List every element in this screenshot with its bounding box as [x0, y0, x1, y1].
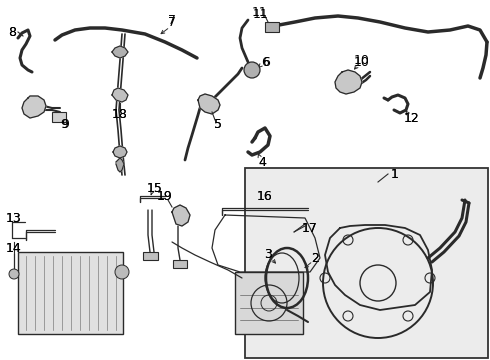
- Polygon shape: [198, 94, 220, 114]
- Text: 13: 13: [6, 211, 22, 225]
- Text: 17: 17: [302, 221, 318, 234]
- Polygon shape: [172, 205, 190, 226]
- Bar: [265, 22, 279, 32]
- Text: 11: 11: [252, 6, 268, 19]
- Circle shape: [244, 62, 260, 78]
- Polygon shape: [113, 146, 127, 158]
- Text: 4: 4: [258, 156, 266, 168]
- Text: 1: 1: [391, 167, 399, 180]
- Polygon shape: [116, 158, 124, 172]
- Polygon shape: [335, 70, 362, 94]
- Text: 10: 10: [354, 54, 370, 68]
- Bar: [18, 252, 123, 334]
- Text: 4: 4: [258, 156, 266, 168]
- Polygon shape: [22, 96, 46, 118]
- Text: 6: 6: [261, 55, 269, 68]
- Text: 9: 9: [61, 117, 69, 130]
- Text: 6: 6: [262, 55, 270, 68]
- Bar: [52, 112, 66, 122]
- Text: 16: 16: [257, 190, 273, 203]
- Bar: [235, 272, 303, 334]
- Text: 2: 2: [311, 252, 319, 265]
- Text: 1: 1: [391, 167, 399, 180]
- Text: 3: 3: [264, 248, 272, 261]
- Text: 16: 16: [257, 190, 273, 203]
- Bar: [173, 260, 187, 268]
- Text: 7: 7: [168, 14, 176, 27]
- Circle shape: [115, 265, 129, 279]
- Polygon shape: [112, 46, 128, 58]
- Text: 13: 13: [6, 211, 22, 225]
- Text: 2: 2: [311, 252, 319, 265]
- Text: 15: 15: [147, 181, 163, 194]
- Text: 10: 10: [354, 55, 370, 68]
- Text: 3: 3: [264, 248, 272, 261]
- Text: 18: 18: [112, 108, 128, 122]
- Text: 8: 8: [8, 26, 16, 39]
- Text: 19: 19: [157, 189, 173, 202]
- Text: 5: 5: [214, 118, 222, 131]
- Text: 12: 12: [404, 112, 420, 125]
- Text: 11: 11: [253, 8, 269, 21]
- Polygon shape: [112, 88, 128, 102]
- Text: 19: 19: [157, 189, 173, 202]
- Text: 8: 8: [8, 26, 16, 39]
- Bar: [143, 252, 158, 260]
- Text: 5: 5: [214, 118, 222, 131]
- Text: 12: 12: [404, 112, 420, 125]
- Text: 9: 9: [60, 117, 68, 130]
- Text: 14: 14: [6, 242, 22, 255]
- Text: 14: 14: [6, 242, 22, 255]
- Text: 15: 15: [147, 181, 163, 194]
- Circle shape: [9, 269, 19, 279]
- Text: 17: 17: [302, 221, 318, 234]
- Text: 7: 7: [168, 15, 176, 28]
- Bar: [245, 168, 488, 358]
- Text: 18: 18: [112, 108, 128, 122]
